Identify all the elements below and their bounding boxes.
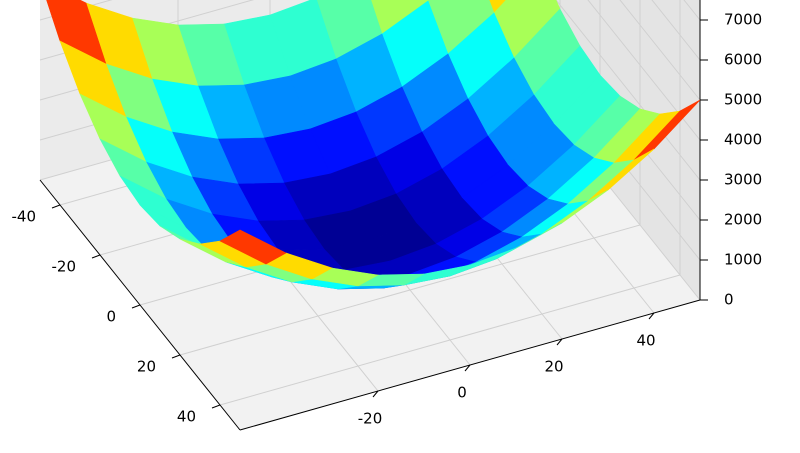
x-tick-label: 20	[544, 358, 563, 376]
y-tick-label: 40	[177, 408, 196, 426]
tick-mark	[91, 254, 101, 259]
tick-mark	[464, 364, 471, 372]
x-tick-label: 0	[457, 384, 467, 402]
y-tick-label: -40	[12, 208, 37, 226]
surface-patch	[219, 229, 287, 265]
y-tick-label: 0	[106, 308, 116, 326]
grid-line	[179, 224, 641, 356]
tick-mark	[131, 304, 141, 309]
x-tick-label: 40	[636, 332, 655, 350]
z-tick-label: 4000	[724, 131, 762, 149]
grid-line	[219, 274, 681, 406]
grid-line	[619, 0, 701, 101]
z-tick-label: 2000	[724, 211, 762, 229]
x-axis-line	[239, 299, 701, 431]
x-tick-label: -20	[358, 410, 383, 428]
tick-mark	[51, 204, 61, 209]
y-axis-line	[39, 179, 241, 431]
z-tick-label: 3000	[724, 171, 762, 189]
tick-mark	[372, 390, 379, 398]
y-tick-label: -20	[52, 258, 77, 276]
z-tick-label: 6000	[724, 51, 762, 69]
z-tick-label: 1000	[724, 251, 762, 269]
surface-patch	[488, 0, 507, 14]
tick-mark	[648, 312, 655, 320]
z-tick-label: 7000	[724, 11, 762, 29]
tick-mark	[556, 338, 563, 346]
grid-line	[555, 0, 701, 181]
tick-mark	[171, 354, 181, 359]
z-tick-label: 0	[724, 291, 734, 309]
y-tick-label: 20	[137, 358, 156, 376]
grid-line	[587, 0, 701, 141]
grid-line	[651, 0, 701, 61]
z-tick-label: 5000	[724, 91, 762, 109]
tick-mark	[211, 404, 221, 409]
